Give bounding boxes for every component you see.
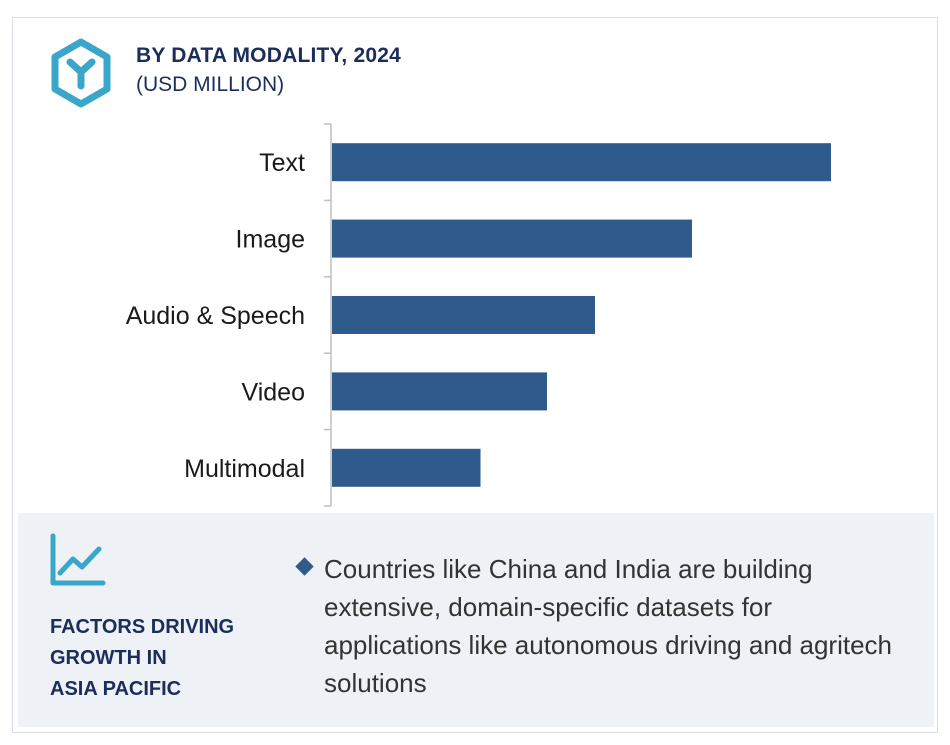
category-label: Image [236,226,305,254]
bar [332,372,547,411]
chart-title: BY DATA MODALITY, 2024 [136,44,402,67]
trend-line-chart-icon [50,533,106,586]
factors-heading-line: ASIA PACIFIC [50,678,182,700]
category-label: Video [242,378,306,406]
factors-heading-line: GROWTH IN [50,647,167,669]
bar [332,448,481,487]
hexagon-y-logo-icon [51,38,111,108]
category-label: Text [259,149,305,177]
factors-heading-line: FACTORS DRIVING [50,616,235,638]
factors-panel [18,513,934,727]
bar-chart: Text Image Audio & Speech Video Multimodal [126,123,831,507]
bar [332,143,831,182]
category-label: Multimodal [184,455,305,483]
chart-subtitle: (USD MILLION) [136,73,285,96]
bar [332,296,595,334]
category-label: Audio & Speech [126,302,305,330]
factor-bullet-text: Countries like China and India are build… [324,554,893,698]
bar [332,219,692,258]
factors-heading: FACTORS DRIVING GROWTH IN ASIA PACIFIC [50,612,234,705]
